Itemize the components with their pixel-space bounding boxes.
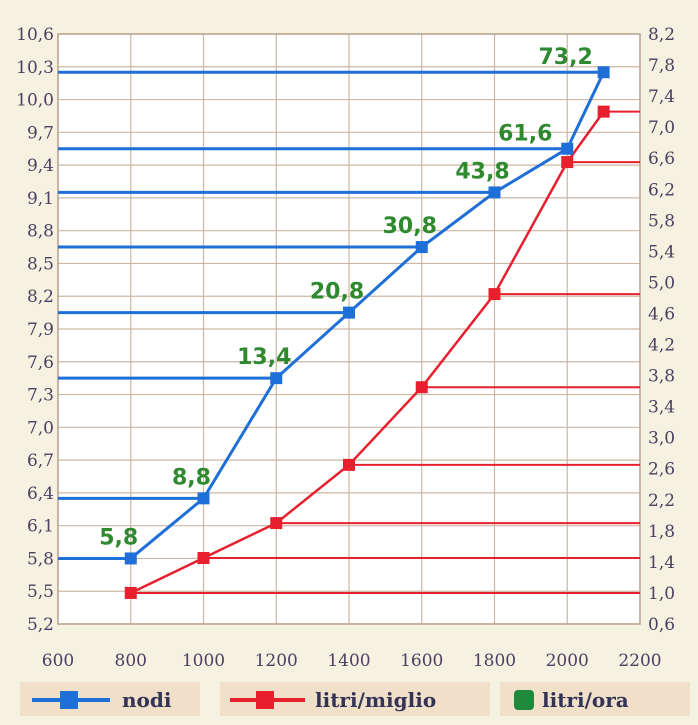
x-axis-tick-label: 2000 <box>546 651 589 671</box>
left-axis-tick-label: 9,4 <box>27 156 54 176</box>
right-axis-tick-label: 1,4 <box>648 553 675 573</box>
left-axis-tick-label: 6,1 <box>27 517 54 537</box>
x-axis-tick-label: 2200 <box>618 651 661 671</box>
x-axis-tick-label: 1000 <box>182 651 225 671</box>
right-axis-tick-label: 6,6 <box>648 149 675 169</box>
legend-litri-ora-marker <box>514 690 534 710</box>
right-axis-tick-label: 3,8 <box>648 367 675 387</box>
data-labels: 5,8 8,8 13,4 20,8 30,8 43,8 61,6 73,2 <box>99 45 593 550</box>
nodi-data-label: 8,8 <box>172 465 211 490</box>
nodi-data-label: 43,8 <box>455 159 509 184</box>
right-axis-tick-label: 0,6 <box>648 615 675 635</box>
x-axis-tick-label: 600 <box>42 651 74 671</box>
nodi-data-label: 20,8 <box>310 280 364 305</box>
nodi-marker <box>343 306 355 319</box>
left-axis-tick-label: 8,2 <box>27 287 54 307</box>
legend-litri-miglio-marker <box>256 691 274 709</box>
litri-miglio-marker <box>197 552 210 565</box>
series-lines <box>129 71 605 595</box>
litri-miglio-marker <box>415 381 428 394</box>
nodi-data-label: 61,6 <box>498 122 552 147</box>
left-axis-tick-label: 5,8 <box>27 549 54 569</box>
left-axis-tick-label: 7,0 <box>27 418 54 438</box>
litri-miglio-marker <box>343 458 355 471</box>
right-axis-tick-label: 2,2 <box>648 491 675 511</box>
right-axis-tick-label: 2,6 <box>648 460 675 480</box>
x-axis-tick-label: 1800 <box>473 651 516 671</box>
right-axis-tick-label: 4,2 <box>648 336 675 356</box>
legend-litri-ora-label: litri/ora <box>542 688 629 712</box>
litri-miglio-marker <box>561 156 574 169</box>
legend-litri-miglio-label: litri/miglio <box>315 688 436 712</box>
x-axis-tick-label: 1400 <box>327 651 370 671</box>
nodi-marker <box>488 186 501 199</box>
legend: nodi litri/miglio litri/ora <box>20 682 690 716</box>
left-axis-tick-label: 6,4 <box>27 484 54 504</box>
nodi-data-label: 5,8 <box>99 525 138 550</box>
series-markers <box>124 66 610 599</box>
nodi-marker <box>270 372 283 385</box>
right-axis-tick-label: 6,2 <box>648 180 675 200</box>
plot-border <box>57 33 641 625</box>
right-axis-tick-label: 7,8 <box>648 56 675 76</box>
left-axis-tick-label: 7,9 <box>27 320 54 340</box>
right-axis-tick-label: 4,6 <box>648 304 675 324</box>
nodi-marker <box>415 241 428 254</box>
right-axis-tick-label: 7,0 <box>648 118 675 138</box>
nodi-data-label: 13,4 <box>237 345 291 370</box>
x-axis-tick-label: 1600 <box>400 651 443 671</box>
right-axis-tick-label: 1,8 <box>648 522 675 542</box>
right-axis-tick-label: 7,4 <box>648 87 675 107</box>
litri-miglio-marker <box>488 288 501 301</box>
right-axis-ticks: 0,6 1,0 1,4 1,8 2,2 2,6 3,0 3,4 3,8 4,2 4,6 5,0 5,4 5… <box>648 25 675 635</box>
nodi-data-label: 73,2 <box>538 45 592 70</box>
left-axis-tick-label: 10,6 <box>16 25 54 45</box>
legend-nodi-marker <box>60 691 78 709</box>
right-axis-tick-label: 5,4 <box>648 242 675 262</box>
litri-miglio-marker <box>124 586 137 599</box>
litri-miglio-line <box>130 110 605 595</box>
left-axis-tick-label: 7,6 <box>27 353 54 373</box>
right-axis-tick-label: 3,4 <box>648 398 675 418</box>
nodi-data-label: 30,8 <box>383 214 437 239</box>
right-axis-tick-label: 1,0 <box>648 584 675 604</box>
left-axis-tick-label: 6,7 <box>27 451 54 471</box>
litri-miglio-marker <box>270 517 283 530</box>
x-axis-ticks: 600 800 1000 1200 1400 1600 1800 2000 2200 <box>42 651 662 671</box>
left-axis-tick-label: 5,2 <box>27 615 54 635</box>
left-axis-ticks: 5,2 5,5 5,8 6,1 6,4 6,7 7,0 7,3 7,6 7,9 8,2 8,5 8,8 9… <box>16 25 54 635</box>
right-axis-tick-label: 5,8 <box>648 211 675 231</box>
right-axis-tick-label: 5,0 <box>648 273 675 293</box>
reference-lines <box>58 70 640 594</box>
nodi-marker <box>597 66 610 79</box>
x-axis-tick-label: 1200 <box>255 651 298 671</box>
left-axis-tick-label: 9,1 <box>27 189 54 209</box>
left-axis-tick-label: 7,3 <box>27 386 54 406</box>
nodi-marker <box>124 552 137 565</box>
left-axis-tick-label: 10,3 <box>16 58 54 78</box>
right-axis-tick-label: 8,2 <box>648 25 675 45</box>
left-axis-tick-label: 8,5 <box>27 254 54 274</box>
left-axis-tick-label: 8,8 <box>27 222 54 242</box>
left-axis-tick-label: 10,0 <box>16 91 54 111</box>
x-axis-tick-label: 800 <box>115 651 147 671</box>
nodi-marker <box>197 492 210 505</box>
right-axis-tick-label: 3,0 <box>648 429 675 449</box>
left-axis-tick-label: 5,5 <box>27 582 54 602</box>
nodi-line <box>129 71 605 560</box>
left-axis-tick-label: 9,7 <box>27 123 54 143</box>
litri-miglio-marker <box>597 105 610 118</box>
legend-nodi-label: nodi <box>122 688 172 712</box>
nodi-marker <box>561 142 574 155</box>
